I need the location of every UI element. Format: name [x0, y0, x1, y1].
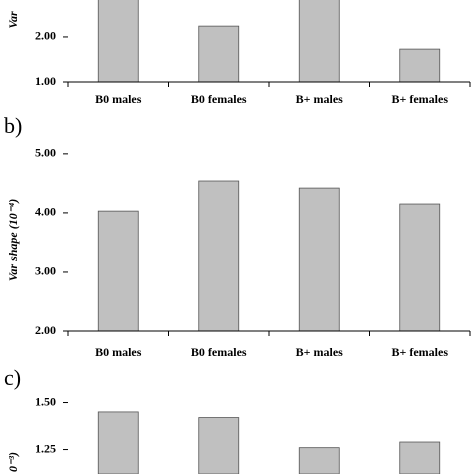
- bar: [97, 0, 139, 82]
- y-tick-label: 1.50: [35, 394, 56, 408]
- y-tick-label: 2.00: [35, 323, 56, 337]
- y-axis-label: Var: [6, 11, 20, 29]
- y-tick-label: 1.00: [35, 74, 56, 88]
- bar: [198, 180, 240, 331]
- panel-label: c): [4, 365, 21, 390]
- x-tick-label: B0 males: [95, 345, 142, 359]
- bar: [198, 25, 240, 82]
- bar: [298, 447, 340, 474]
- bar: [298, 0, 340, 82]
- bar: [97, 210, 139, 331]
- bar: [399, 441, 441, 474]
- x-tick-label: B0 females: [191, 345, 247, 359]
- panel: [97, 180, 441, 331]
- panel: [97, 0, 441, 82]
- y-tick-label: 5.00: [35, 146, 56, 160]
- y-axis-label: Var shape (10⁻⁴): [6, 199, 20, 282]
- panel-label: b): [4, 113, 22, 138]
- x-tick-label: B+ females: [392, 92, 449, 106]
- y-tick-label: 2.00: [35, 29, 56, 43]
- bar: [399, 203, 441, 331]
- x-tick-label: B+ females: [392, 345, 449, 359]
- y-tick-label: 1.25: [35, 441, 56, 455]
- x-tick-label: B+ males: [296, 92, 343, 106]
- y-axis-label: 0⁻³): [6, 452, 20, 472]
- x-tick-label: B+ males: [296, 345, 343, 359]
- y-tick-label: 3.00: [35, 264, 56, 278]
- bar: [198, 417, 240, 474]
- panel: [97, 411, 441, 474]
- x-tick-label: B0 females: [191, 92, 247, 106]
- bar: [399, 48, 441, 82]
- bar: [298, 187, 340, 331]
- y-tick-label: 4.00: [35, 205, 56, 219]
- x-tick-label: B0 males: [95, 92, 142, 106]
- bar: [97, 411, 139, 474]
